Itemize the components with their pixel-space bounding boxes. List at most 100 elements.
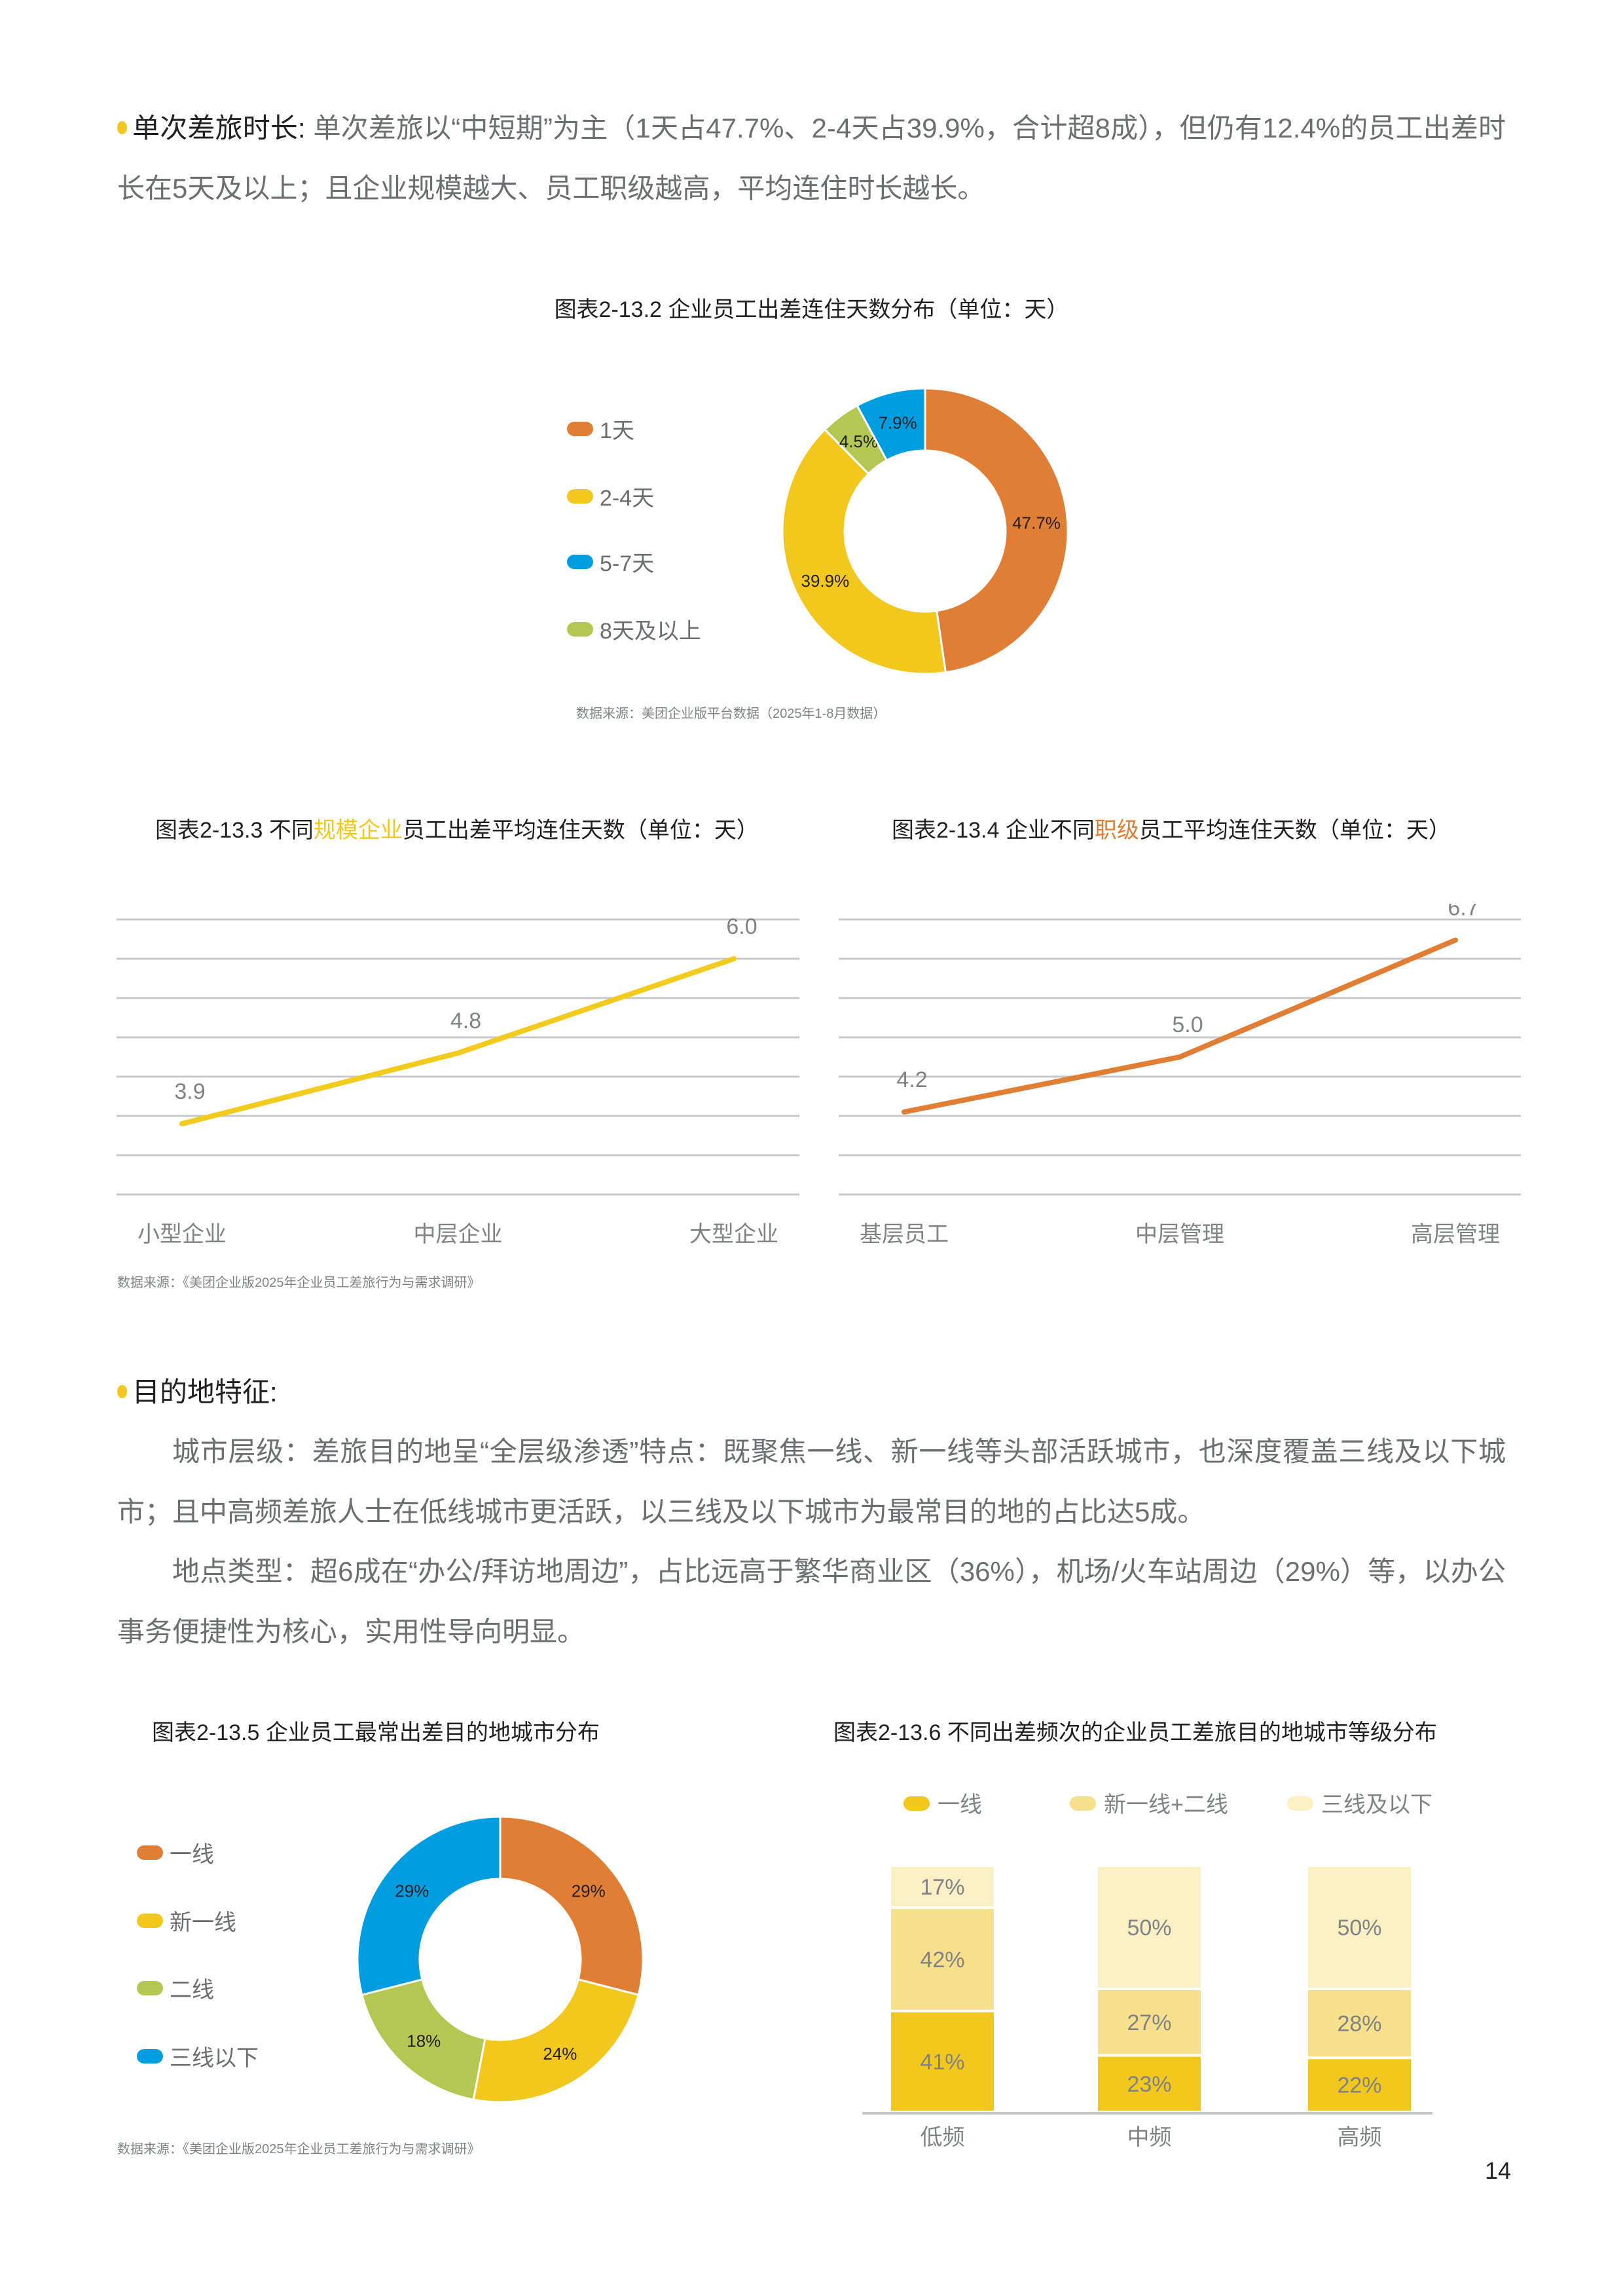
data-label: 3.9 [174,1079,205,1104]
legend-swatch [137,2048,163,2064]
legend-label: 1天 [600,418,634,443]
destination-heading: 目的地特征: [117,1362,1506,1422]
data-label: 6.7 [1448,904,1478,921]
bar-segment [891,1908,994,2010]
slice-label: 24% [543,2044,577,2064]
title-highlight: 规模企业 [313,818,403,843]
legend-item-tier2: 二线 [137,1972,214,2004]
legend-swatch [903,1796,930,1811]
data-label: 4.8 [450,1009,481,1033]
slice-label: 7.9% [878,413,917,433]
category-label: 高频 [1338,2125,1382,2150]
chart-title-2-13-3: 图表2-13.3 不同规模企业员工出差平均连住天数（单位：天） [155,812,759,844]
legend-item-1day: 1天 [567,413,634,445]
category-label: 基层员工 [860,1222,949,1247]
legend-item-tier1: 一线 [137,1836,214,1868]
slice-label: 29% [395,1881,429,1900]
title-part: 员工出差平均连住天数（单位：天） [402,818,759,843]
legend-swatch [567,554,593,569]
legend-label: 2-4天 [600,486,655,511]
slice-label: 18% [407,2031,441,2050]
intro-label: 单次差旅时长: [132,113,306,143]
category-label: 大型企业 [689,1222,778,1247]
data-source: 数据来源：《美团企业版2025年企业员工差旅行为与需求调研》 [117,2142,481,2157]
intro-text: 单次差旅以“中短期”为主（1天占47.7%、2-4天占39.9%，合计超8成），… [117,113,1506,204]
data-source: 数据来源：《美团企业版2025年企业员工差旅行为与需求调研》 [117,1276,481,1290]
bar-segment [1308,1990,1411,2057]
donut-slice [781,428,947,675]
donut-slice [356,1815,501,1997]
legend-item-tier3-below: 三线以下 [137,2040,259,2072]
category-label: 小型企业 [137,1222,227,1247]
destination-heading-text: 目的地特征: [132,1377,278,1407]
bullet-icon [117,120,127,134]
data-source: 数据来源：美团企业版平台数据（2025年1-8月数据） [576,707,886,721]
data-line [179,956,737,1126]
donut-chart-stay-days: 47.7% 39.9% 4.5%7.9% [781,387,1069,675]
bar-label: 27% [1127,2010,1171,2035]
legend-label: 新一线 [170,1910,236,1935]
legend-label: 新一线+二线 [1104,1792,1228,1817]
slice-label: 29% [572,1881,606,1900]
donut-slice [361,1978,486,2101]
data-label: 5.0 [1172,1012,1203,1037]
chart-title-2-13-2: 图表2-13.2 企业员工出差连住天数分布（单位：天） [554,297,1069,322]
data-label: 4.2 [896,1067,927,1092]
donut-chart-destination-city: 29% 24% 18% 29% [356,1815,644,2103]
page-number: 14 [1485,2157,1512,2184]
legend-label: 一线 [938,1792,982,1817]
bar-segment [891,1867,994,1906]
legend-swatch [137,1845,163,1860]
legend-swatch [567,421,593,436]
bar-segment [1098,1867,1201,1988]
bar-label: 22% [1337,2073,1381,2098]
title-part: 员工平均连住天数（单位：天） [1139,818,1451,843]
bar-segment [1308,1867,1411,1988]
stacked-bar-chart-frequency: 一线 新一线+二线 三线及以下 41% 42% 17% 低频 23% 27% 50% 中频 22% 28… [862,1792,1432,2150]
bar-label: 17% [920,1875,964,1900]
slice-label: 39.9% [801,571,849,591]
bar-label: 50% [1337,1916,1381,1940]
bar-label: 50% [1127,1916,1171,1940]
bullet-icon [117,1384,127,1398]
slice-label: 4.5% [839,432,878,451]
chart-title-2-13-4: 图表2-13.4 企业不同职级员工平均连住天数（单位：天） [892,812,1451,844]
chart-title-2-13-6: 图表2-13.6 不同出差频次的企业员工差旅目的地城市等级分布 [833,1720,1437,1745]
intro-paragraph: 单次差旅时长: 单次差旅以“中短期”为主（1天占47.7%、2-4天占39.9%… [117,98,1506,219]
legend-item-new-tier1: 新一线 [137,1904,236,1936]
legend-swatch [137,1913,163,1928]
legend-label: 8天及以上 [600,619,701,644]
slice-label: 47.7% [1012,513,1061,533]
bar-segment [891,2012,994,2111]
category-label: 高层管理 [1411,1222,1500,1247]
legend-item-5-7days: 5-7天 [567,546,654,578]
line-chart-company-size: 3.9 小型企业 4.8 中层企业 6.0 大型企业 [117,914,799,1247]
bar-segment [1308,2059,1411,2111]
bar-segment [1098,1990,1201,2054]
legend-label: 二线 [170,1978,214,2003]
legend-label: 三线及以下 [1321,1792,1432,1817]
legend-item-8plus-days: 8天及以上 [567,613,701,645]
legend-swatch [137,1980,163,1995]
category-label: 中频 [1127,2125,1172,2150]
donut-slice [499,1815,644,1997]
legend-item-2-4days: 2-4天 [567,480,654,512]
legend-swatch [1287,1796,1313,1811]
donut-slice [472,1978,640,2103]
title-highlight: 职级 [1094,818,1139,843]
bar-label: 41% [920,2050,964,2075]
data-label: 6.0 [726,914,757,939]
title-part: 图表2-13.4 企业不同 [892,818,1095,843]
bar-label: 28% [1337,2012,1381,2037]
location-type-paragraph: 地点类型：超6成在“办公/拜访地周边”，占比远高于繁华商业区（36%），机场/火… [117,1556,1506,1647]
category-label: 低频 [921,2125,965,2150]
line-chart-job-level: 4.2 基层员工 5.0 中层管理 6.7 高层管理 [839,904,1521,1247]
data-line [902,937,1458,1115]
legend-label: 三线以下 [170,2046,259,2071]
legend-label: 一线 [170,1842,214,1867]
bar-label: 42% [920,1948,964,1972]
chart-title-2-13-5: 图表2-13.5 企业员工最常出差目的地城市分布 [152,1720,600,1745]
bar-label: 23% [1127,2072,1171,2097]
donut-slice [856,387,926,462]
legend-label: 5-7天 [600,551,655,576]
